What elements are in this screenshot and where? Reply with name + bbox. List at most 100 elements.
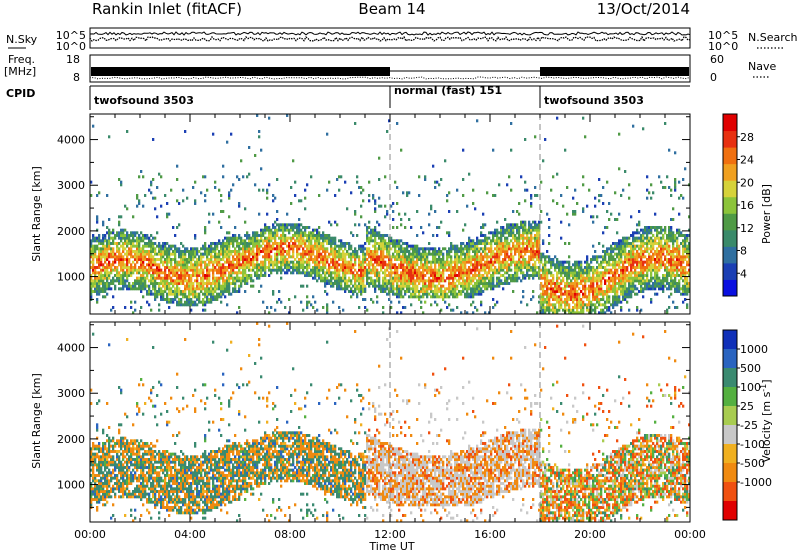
power-cell [266,306,268,309]
power-cell [598,301,600,304]
power-cell [314,234,316,237]
power-cell [518,242,520,245]
power-cell [144,253,146,256]
power-cell [210,261,212,264]
power-cell [600,287,602,290]
power-cell [468,255,470,258]
power-cell [516,263,518,266]
power-cell [510,149,512,152]
power-cell [236,266,238,269]
power-cell [378,245,380,248]
power-cell [186,298,188,301]
power-cell [174,269,176,272]
power-cell [192,282,194,285]
power-cell [208,293,210,296]
power-cell [540,261,542,264]
power-cell [228,279,230,282]
power-cell [458,261,460,264]
power-cell [536,223,538,226]
power-cell [306,247,308,250]
power-cell [412,266,414,269]
power-cell [590,285,592,288]
power-cell [508,231,510,234]
power-cell [462,247,464,250]
power-cell [124,266,126,269]
power-cell [150,266,152,269]
power-cell [366,247,368,250]
power-cell [512,261,514,264]
power-cell [560,303,562,306]
power-cell [504,253,506,256]
power-cell [496,253,498,256]
power-cell [396,285,398,288]
power-cell [574,287,576,290]
power-cell [402,258,404,261]
power-cell [274,226,276,229]
power-cell [420,306,422,309]
power-cell [170,263,172,266]
power-cell [242,255,244,258]
power-cell [338,274,340,277]
power-cell [442,293,444,296]
power-cell [446,231,448,234]
power-cell [436,250,438,253]
power-cell [168,250,170,253]
power-cell [238,285,240,288]
power-cell [504,250,506,253]
power-cell [166,263,168,266]
power-cell [328,234,330,237]
power-cell [400,274,402,277]
power-cell [526,239,528,242]
power-cell [476,258,478,261]
power-cell [516,266,518,269]
power-cell [278,245,280,248]
power-cell [378,274,380,277]
power-cell [276,210,278,213]
power-cell [266,197,268,200]
power-cell [348,266,350,269]
power-cell [534,226,536,229]
power-cell [516,274,518,277]
power-cell [310,237,312,240]
power-cell [422,282,424,285]
power-cell [554,282,556,285]
power-cell [382,271,384,274]
power-cell [214,279,216,282]
power-cell [568,277,570,280]
power-cell [520,255,522,258]
power-cell [582,175,584,178]
power-cell [496,301,498,304]
power-cell [354,263,356,266]
power-cell [610,250,612,253]
power-cell [126,287,128,290]
power-cell [202,279,204,282]
power-cell [172,298,174,301]
power-cell [588,295,590,298]
power-cell [456,261,458,264]
power-cell [96,261,98,264]
power-cell [314,237,316,240]
power-cell [460,266,462,269]
power-cell [202,274,204,277]
power-cell [614,279,616,282]
power-cell [140,306,142,309]
power-cell [524,237,526,240]
power-cell [468,269,470,272]
power-cell [400,255,402,258]
power-cell [388,290,390,293]
power-cell [358,285,360,288]
power-cell [604,250,606,253]
power-cell [384,274,386,277]
power-cell [378,279,380,282]
power-cell [128,269,130,272]
power-cell [450,261,452,264]
power-cell [572,213,574,216]
power-cell [512,210,514,213]
power-cell [426,293,428,296]
power-cell [608,269,610,272]
power-cell [138,245,140,248]
power-cell [98,191,100,194]
power-cell [102,250,104,253]
power-cell [500,242,502,245]
power-cell [512,231,514,234]
